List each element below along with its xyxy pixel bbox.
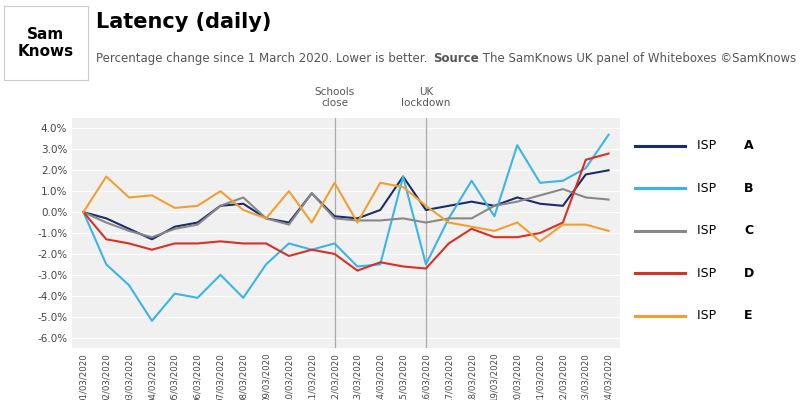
Text: D: D (744, 267, 754, 280)
Text: Sam
Knows: Sam Knows (18, 27, 74, 59)
Text: Percentage change since 1 March 2020. Lower is better.: Percentage change since 1 March 2020. Lo… (96, 52, 427, 65)
Text: A: A (744, 139, 754, 152)
Text: B: B (744, 182, 754, 195)
Text: UK
lockdown: UK lockdown (402, 86, 450, 108)
Text: C: C (744, 224, 753, 237)
Text: ISP: ISP (697, 309, 720, 322)
Text: E: E (744, 309, 753, 322)
Text: Source: Source (434, 52, 479, 65)
Text: ISP: ISP (697, 182, 720, 195)
Text: ISP: ISP (697, 224, 720, 237)
Text: : The SamKnows UK panel of Whiteboxes ©SamKnows: : The SamKnows UK panel of Whiteboxes ©S… (475, 52, 797, 65)
Text: Schools
close: Schools close (314, 86, 354, 108)
Text: Latency (daily): Latency (daily) (96, 12, 271, 32)
Text: ISP: ISP (697, 267, 720, 280)
Text: ISP: ISP (697, 139, 720, 152)
